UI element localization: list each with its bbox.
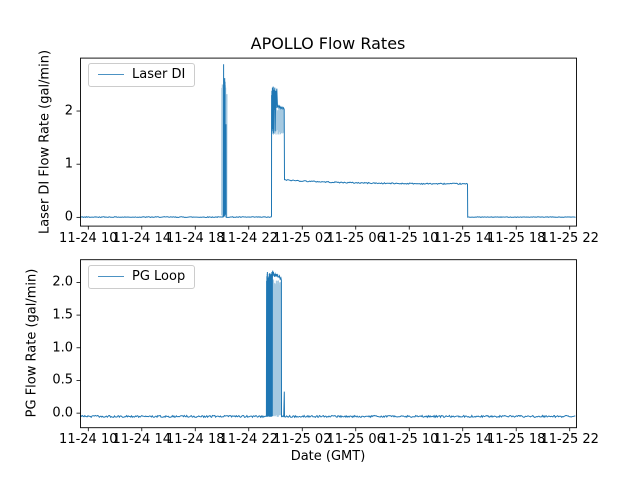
x-tick-label: 11-25 10 xyxy=(380,230,439,246)
x-tick-label: 11-25 10 xyxy=(380,432,439,448)
y-tick-label: 2.0 xyxy=(52,274,73,290)
y-tick-label: 2 xyxy=(64,103,73,119)
x-tick-label: 11-25 02 xyxy=(273,230,332,246)
x-tick-label: 11-25 06 xyxy=(326,230,385,246)
x-tick-label: 11-24 22 xyxy=(219,432,278,448)
x-tick-label: 11-25 22 xyxy=(540,230,599,246)
x-tick-label: 11-24 22 xyxy=(219,230,278,246)
x-tick-label: 11-25 22 xyxy=(540,432,599,448)
chart-title: APOLLO Flow Rates xyxy=(250,34,406,53)
x-tick-label: 11-25 18 xyxy=(486,432,546,448)
legend-pg-loop: PG Loop xyxy=(88,265,196,289)
x-tick-label: 11-24 14 xyxy=(112,432,172,448)
legend-label: PG Loop xyxy=(132,269,186,284)
x-tick-label: 11-24 14 xyxy=(112,230,172,246)
x-tick-label: 11-24 10 xyxy=(59,230,118,246)
x-tick-label: 11-25 14 xyxy=(433,432,492,448)
y-tick-label: 0 xyxy=(64,209,73,225)
x-tick-label: 11-24 18 xyxy=(166,432,225,448)
legend-laser-di: Laser DI xyxy=(88,63,196,87)
x-tick-label: 11-24 18 xyxy=(166,230,225,246)
legend-line-sample-icon xyxy=(98,276,124,277)
y-tick-label: 1 xyxy=(64,156,73,172)
y-tick-label: 1.0 xyxy=(52,340,73,356)
x-tick-label: 11-25 14 xyxy=(433,230,492,246)
y-tick-label: 0.0 xyxy=(52,405,73,421)
legend-label: Laser DI xyxy=(132,67,186,82)
x-tick-label: 11-25 06 xyxy=(326,432,385,448)
series-pg_loop xyxy=(80,270,576,419)
series-laser_di xyxy=(80,64,576,219)
x-tick-label: 11-25 02 xyxy=(273,432,332,448)
y-tick-label: 0.5 xyxy=(52,372,73,388)
x-axis-label: Date (GMT) xyxy=(290,449,366,464)
y-tick-label: 1.5 xyxy=(52,307,73,323)
x-tick-label: 11-25 18 xyxy=(486,230,546,246)
legend-line-sample-icon xyxy=(98,74,124,75)
x-tick-label: 11-24 10 xyxy=(59,432,118,448)
